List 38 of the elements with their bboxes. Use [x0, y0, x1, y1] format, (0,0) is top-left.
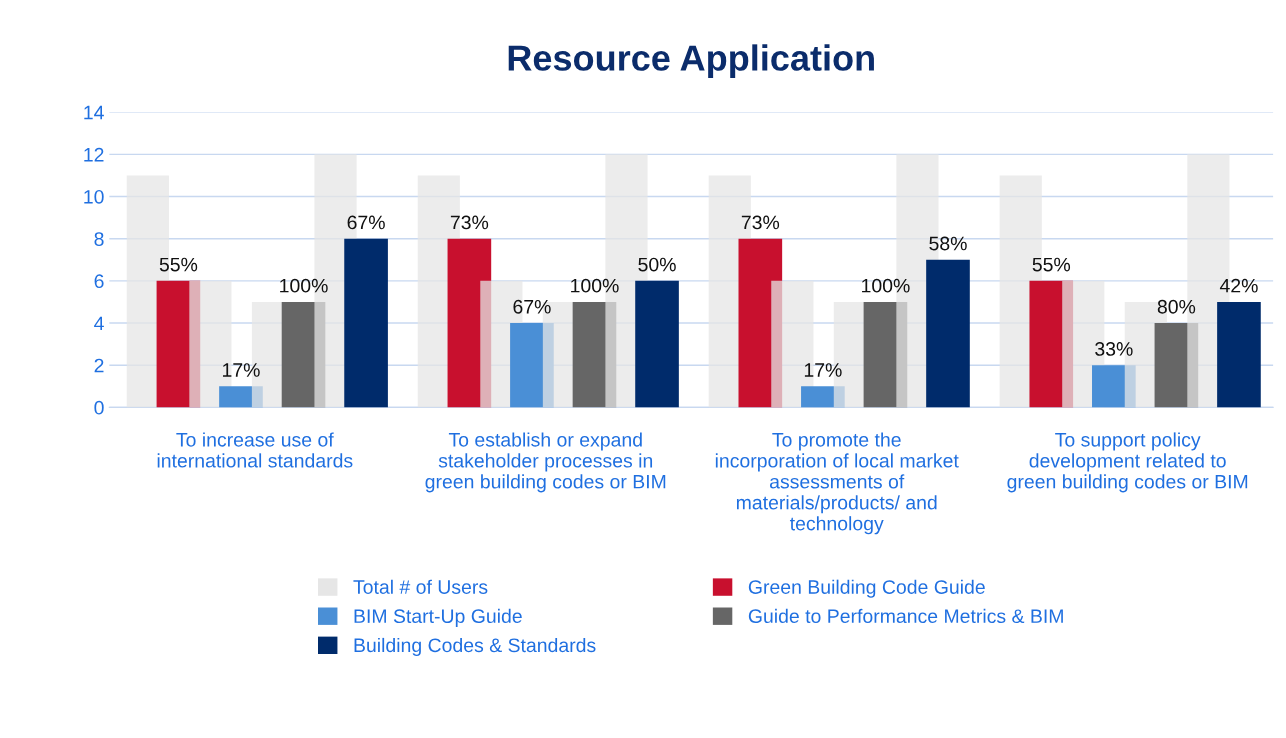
annotation: 50%: [638, 257, 676, 272]
y-tick-label: 10: [84, 189, 104, 204]
x-tick-label: To increase use of international standards: [157, 432, 353, 468]
legend-label: Total # of Users: [353, 579, 488, 594]
bar: [635, 280, 679, 408]
y-tick-label: 8: [94, 232, 104, 246]
annotation: 80%: [1157, 299, 1196, 314]
annotation: 17%: [222, 363, 260, 377]
bar: [926, 259, 970, 408]
annotation: 73%: [450, 215, 489, 230]
bar: [1217, 301, 1261, 408]
annotation: 100%: [280, 278, 328, 293]
x-tick-label: To establish or expand stakeholder processes in green building codes or BIM: [425, 432, 666, 493]
bar: [344, 238, 388, 408]
chart-title: Resource Application: [508, 44, 874, 78]
annotation: 42%: [1219, 278, 1258, 293]
annotation: 67%: [347, 215, 385, 230]
legend-label: Guide to Performance Metrics & BIM: [748, 608, 1063, 624]
annotation: 17%: [804, 363, 842, 377]
x-tick-label: To support policy development related to green building codes or BIM: [1007, 432, 1248, 493]
annotation: 100%: [862, 278, 910, 293]
annotation: 55%: [159, 257, 198, 272]
annotation: 33%: [1095, 342, 1133, 356]
annotation: 73%: [741, 215, 780, 230]
y-tick-label: 6: [94, 274, 104, 289]
y-tick-label: 4: [94, 316, 104, 331]
y-tick-label: 0: [94, 400, 104, 415]
annotation: 100%: [571, 278, 619, 293]
annotation: 58%: [929, 236, 967, 251]
x-tick-label: To promote the incorporation of local market assessments of materials/products/ and technology: [715, 432, 959, 535]
annotation: 55%: [1032, 257, 1071, 272]
annotation: 67%: [513, 299, 551, 314]
y-tick-label: 2: [94, 358, 104, 373]
y-tick-label: 14: [84, 105, 104, 120]
legend-label: Green Building Code Guide: [748, 579, 985, 598]
y-tick-label: 12: [84, 147, 104, 162]
legend-label: BIM Start-Up Guide: [354, 608, 522, 627]
legend-label: Building Codes & Standards: [354, 637, 596, 657]
